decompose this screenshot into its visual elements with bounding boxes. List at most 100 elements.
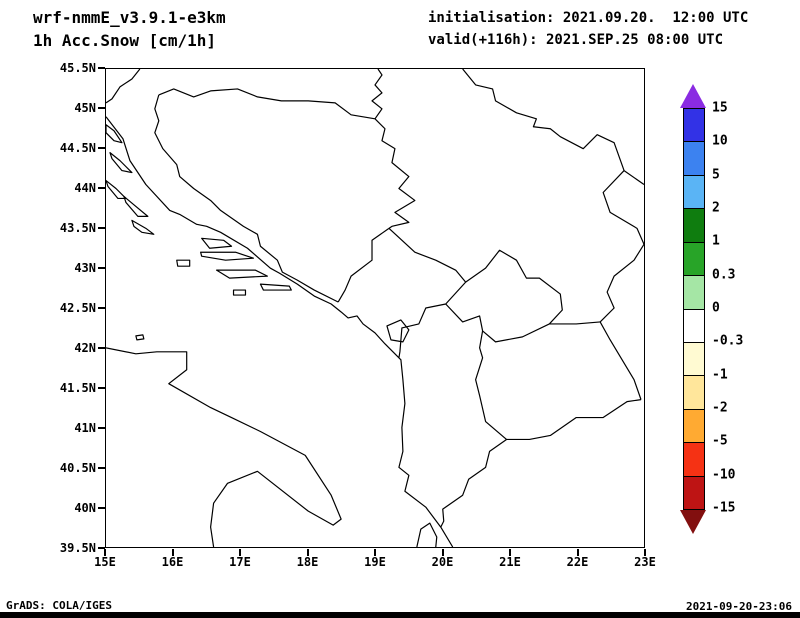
serbia-bulgaria-border — [599, 170, 644, 323]
slovenia-croatia-border — [106, 69, 141, 104]
y-axis-label-43.5N: 43.5N — [59, 221, 96, 235]
kosovo-border — [445, 249, 563, 343]
serbia-romania-border — [462, 69, 644, 186]
colorbar-segment-2 — [684, 175, 704, 210]
y-axis-label-43N: 43N — [74, 261, 96, 275]
island-hvar — [200, 251, 255, 261]
colorbar-label--2: -2 — [712, 400, 728, 416]
y-axis-tick — [98, 227, 105, 229]
colorbar-label-10: 10 — [712, 133, 728, 149]
map-coastlines-svg — [106, 69, 644, 547]
x-axis-tick — [104, 549, 106, 556]
bottom-bar — [0, 612, 800, 618]
x-axis-label-16E: 16E — [161, 555, 184, 569]
creation-timestamp: 2021-09-20-23:06 — [686, 600, 792, 613]
colorbar-segment-11 — [684, 476, 704, 510]
bosnia-montenegro-border — [337, 227, 390, 303]
x-axis-tick — [644, 549, 646, 556]
y-axis-tick — [98, 427, 105, 429]
island-vis — [176, 259, 191, 267]
x-axis-tick — [441, 549, 444, 556]
model-version-title: wrf-nmmE_v3.9.1-e3km — [33, 8, 226, 27]
colorbar-segment-5 — [684, 276, 704, 310]
colorbar-label--5: -5 — [712, 433, 728, 449]
y-axis-label-42N: 42N — [74, 341, 96, 355]
x-axis-label-23E: 23E — [634, 555, 656, 569]
x-axis-label-18E: 18E — [296, 555, 319, 569]
colorbar-segment-3 — [684, 209, 704, 243]
y-axis-tick — [98, 107, 105, 109]
lake-shkodra — [386, 319, 410, 343]
colorbar-arrow-bottom — [680, 510, 706, 534]
island-lastovo — [232, 289, 247, 296]
colorbar-segment-6 — [684, 309, 704, 343]
y-axis-label-42.5N: 42.5N — [59, 301, 96, 315]
island-mljet — [259, 283, 292, 291]
island-tremiti — [135, 334, 145, 341]
colorbar-label--1: -1 — [712, 367, 728, 383]
y-axis-tick — [98, 307, 105, 309]
colorbar-label--0.3: -0.3 — [712, 333, 744, 349]
y-axis-tick — [98, 187, 105, 189]
y-axis-label-45.5N: 45.5N — [59, 61, 96, 75]
grads-credit: GrADS: COLA/IGES — [6, 599, 112, 612]
colorbar-label-1: 1 — [712, 233, 720, 249]
bosnia-croatia-north-border — [158, 88, 376, 120]
y-axis-tick — [98, 347, 105, 349]
colorbar-label-0.3: 0.3 — [712, 267, 736, 283]
island-pag — [109, 152, 133, 174]
italy-coastline — [106, 347, 342, 547]
map-frame — [105, 68, 645, 548]
island-brac — [201, 237, 233, 249]
colorbar-label-5: 5 — [712, 167, 720, 183]
colorbar-label--10: -10 — [712, 467, 736, 483]
island-pasman — [123, 195, 149, 217]
colorbar-segment-10 — [684, 443, 704, 477]
x-axis-label-17E: 17E — [229, 555, 251, 569]
colorbar-segment-4 — [684, 242, 704, 277]
colorbar-label-15: 15 — [712, 100, 728, 116]
valid-time-label: valid(+116h): 2021.SEP.25 08:00 UTC — [428, 32, 724, 48]
x-axis-label-21E: 21E — [499, 555, 521, 569]
y-axis-label-40N: 40N — [74, 501, 96, 515]
y-axis-label-40.5N: 40.5N — [59, 461, 96, 475]
y-axis-label-44N: 44N — [74, 181, 96, 195]
y-axis-tick — [98, 547, 105, 549]
y-axis-tick — [98, 467, 105, 469]
y-axis-tick — [98, 387, 105, 389]
y-axis-tick — [98, 67, 105, 69]
y-axis-label-45N: 45N — [74, 101, 96, 115]
albania-macedonia-border — [475, 330, 507, 440]
colorbar-label-2: 2 — [712, 200, 720, 216]
colorbar-segment-8 — [684, 376, 704, 410]
bosnia-serbia-drina-border — [374, 118, 416, 229]
colorbar-segment-7 — [684, 342, 704, 377]
corfu-island — [416, 522, 438, 547]
adriatic-coastline — [106, 116, 454, 547]
colorbar-segment-1 — [684, 142, 704, 176]
y-axis-tick — [98, 147, 105, 149]
albania-greece-border — [440, 438, 507, 528]
initialisation-time-label: initialisation: 2021.09.20. 12:00 UTC — [428, 10, 749, 26]
colorbar-segment-9 — [684, 409, 704, 444]
colorbar — [683, 108, 705, 510]
x-axis-label-19E: 19E — [364, 555, 386, 569]
montenegro-borders — [388, 227, 467, 358]
island-kornati — [131, 219, 155, 235]
x-axis-label-22E: 22E — [566, 555, 589, 569]
x-axis-tick — [306, 549, 309, 556]
island-dugi-otok — [106, 179, 127, 200]
x-axis-label-20E: 20E — [431, 555, 454, 569]
colorbar-segment-0 — [684, 109, 704, 143]
colorbar-label-0: 0 — [712, 300, 720, 316]
x-axis-tick — [171, 549, 174, 556]
macedonia-bulgaria-border — [599, 321, 642, 400]
x-axis-tick — [239, 549, 241, 556]
colorbar-label--15: -15 — [712, 500, 736, 516]
x-axis-label-15E: 15E — [94, 555, 116, 569]
y-axis-label-41.5N: 41.5N — [59, 381, 96, 395]
macedonia-greece-border — [506, 399, 642, 441]
x-axis-tick — [374, 549, 376, 556]
y-axis-tick — [98, 267, 105, 269]
